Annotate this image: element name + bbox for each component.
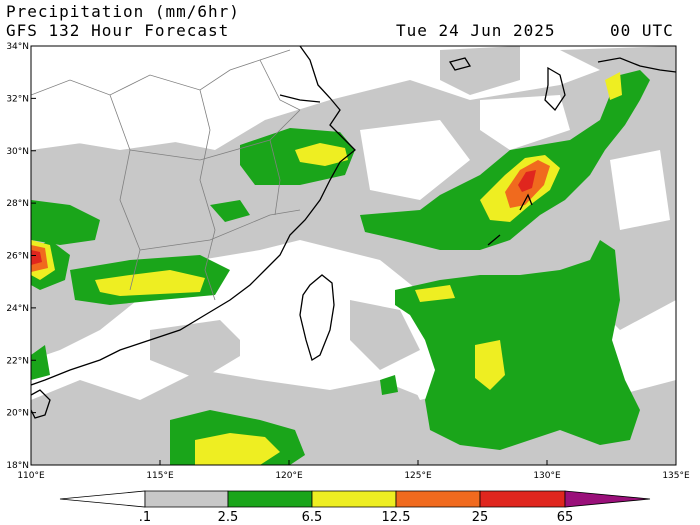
legend-label: 25: [472, 510, 489, 525]
lat-tick-label: 24°N: [6, 304, 29, 314]
legend-color-bin: [564, 490, 651, 508]
lat-tick-label: 26°N: [6, 252, 29, 262]
lat-tick-label: 32°N: [6, 94, 29, 104]
legend-label: .1: [139, 510, 151, 525]
longitude-ticks: 110°E 115°E 120°E 125°E 130°E 135°E: [17, 460, 690, 481]
lon-tick-label: 120°E: [275, 471, 303, 481]
legend-color-bin: [144, 490, 229, 508]
legend-label: 12.5: [382, 510, 411, 525]
legend-color-bin: [227, 490, 313, 508]
precipitation-legend: .1 2.5 6.5 12.5 25 65: [59, 490, 651, 525]
legend-color-bin: [395, 490, 481, 508]
precip-extreme-areas: [31, 170, 536, 265]
lat-tick-label: 20°N: [6, 409, 29, 419]
lat-tick-label: 30°N: [6, 147, 29, 157]
taiwan-outline: [299, 274, 335, 362]
lon-tick-label: 110°E: [17, 471, 45, 481]
legend-label: 65: [557, 510, 574, 525]
lat-tick-label: 18°N: [6, 461, 29, 471]
legend-color-bin: [479, 490, 566, 508]
lat-tick-label: 34°N: [6, 42, 29, 52]
province-borders: [31, 49, 301, 301]
lon-tick-label: 125°E: [404, 471, 432, 481]
legend-label: 6.5: [302, 510, 323, 525]
latitude-ticks: 34°N 32°N 30°N 28°N 26°N 24°N 22°N 20°N 18°N: [6, 42, 36, 471]
lat-tick-label: 22°N: [6, 356, 29, 366]
legend-color-bin: [59, 490, 146, 508]
forecast-subtitle: GFS 132 Hour Forecast: [6, 21, 230, 40]
forecast-date: Tue 24 Jun 2025: [396, 21, 556, 40]
map-title: Precipitation (mm/6hr): [6, 2, 240, 21]
legend-label: 2.5: [218, 510, 239, 525]
lon-tick-label: 130°E: [533, 471, 561, 481]
forecast-time: 00 UTC: [610, 21, 674, 40]
lat-tick-label: 28°N: [6, 199, 29, 209]
coastlines: [31, 46, 676, 419]
lon-tick-label: 135°E: [662, 471, 690, 481]
lon-tick-label: 115°E: [146, 471, 174, 481]
precipitation-layer: [31, 46, 676, 465]
legend-color-bin: [311, 490, 397, 508]
